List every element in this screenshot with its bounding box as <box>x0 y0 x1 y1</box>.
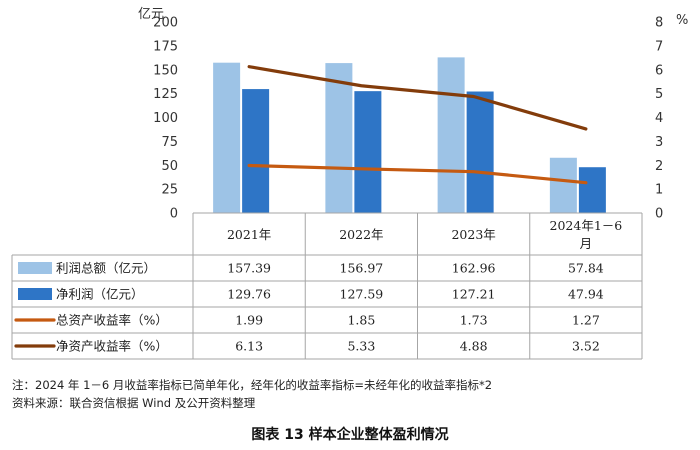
left-tick-label: 200 <box>153 16 178 31</box>
left-tick-label: 75 <box>161 135 178 150</box>
right-tick-label: 4 <box>655 111 663 126</box>
bar <box>213 62 241 213</box>
data-label: 1.73 <box>460 313 488 328</box>
bar <box>578 167 606 213</box>
footnote: 注：2024 年 1－6 月收益率指标已简单年化，经年化的收益率指标=未经年化的… <box>12 376 692 412</box>
series-line <box>247 65 588 131</box>
bar <box>437 57 465 213</box>
right-tick-label: 1 <box>655 183 663 198</box>
legend-label: 净利润（亿元） <box>56 287 144 302</box>
figure-caption: 图表 13 样本企业整体盈利情况 <box>251 427 449 443</box>
category-label: 2021年 <box>227 227 271 242</box>
data-label: 129.76 <box>227 287 271 302</box>
data-label: 4.88 <box>460 339 488 354</box>
category-label: 2022年 <box>339 227 383 242</box>
data-label: 6.13 <box>235 339 263 354</box>
right-tick-label: 5 <box>655 87 663 102</box>
right-tick-label: 0 <box>655 207 663 222</box>
right-tick-label: 8 <box>655 16 663 31</box>
legend-swatch <box>18 288 52 300</box>
bar <box>242 89 270 213</box>
right-axis-unit: % <box>676 13 688 28</box>
left-tick-label: 175 <box>153 39 178 54</box>
legend-label: 净资产收益率（%） <box>56 339 168 354</box>
data-label: 1.27 <box>572 313 600 328</box>
bar <box>354 91 382 213</box>
category-label: 月 <box>580 236 593 251</box>
data-label: 157.39 <box>227 261 271 276</box>
data-label: 156.97 <box>340 261 384 276</box>
bar <box>549 157 577 213</box>
data-label: 1.85 <box>347 313 375 328</box>
left-tick-label: 50 <box>161 159 178 174</box>
bar <box>466 91 494 213</box>
data-label: 47.94 <box>568 287 604 302</box>
data-label: 162.96 <box>452 261 496 276</box>
data-label: 127.21 <box>452 287 496 302</box>
category-label: 2024年1－6 <box>550 218 623 233</box>
left-tick-label: 150 <box>153 63 178 78</box>
left-axis-unit: 亿元 <box>138 7 164 22</box>
data-label: 127.59 <box>340 287 384 302</box>
legend-label: 总资产收益率（%） <box>56 313 168 328</box>
note-line-1: 注：2024 年 1－6 月收益率指标已简单年化，经年化的收益率指标=未经年化的… <box>12 378 493 392</box>
left-tick-label: 0 <box>170 207 178 222</box>
legend-swatch <box>18 262 52 274</box>
bar <box>325 63 353 213</box>
right-tick-label: 7 <box>655 39 663 54</box>
legend-label: 利润总额（亿元） <box>56 261 156 276</box>
right-tick-label: 6 <box>655 63 663 78</box>
data-label: 1.99 <box>235 313 263 328</box>
right-tick-label: 3 <box>655 135 663 150</box>
chart: 亿元 % 0 25 50 75 100 125 150 175 200 0 1 2 3 4 5 6 7 8 2021年 2… <box>11 7 688 360</box>
data-label: 3.52 <box>572 339 600 354</box>
left-tick-label: 100 <box>153 111 178 126</box>
source-line: 资料来源：联合资信根据 Wind 及公开资料整理 <box>12 396 256 410</box>
right-tick-label: 2 <box>655 159 663 174</box>
series-line <box>247 163 588 185</box>
left-tick-label: 125 <box>153 87 178 102</box>
data-label: 57.84 <box>568 261 604 276</box>
category-label: 2023年 <box>451 227 495 242</box>
left-tick-label: 25 <box>161 183 178 198</box>
data-label: 5.33 <box>347 339 375 354</box>
